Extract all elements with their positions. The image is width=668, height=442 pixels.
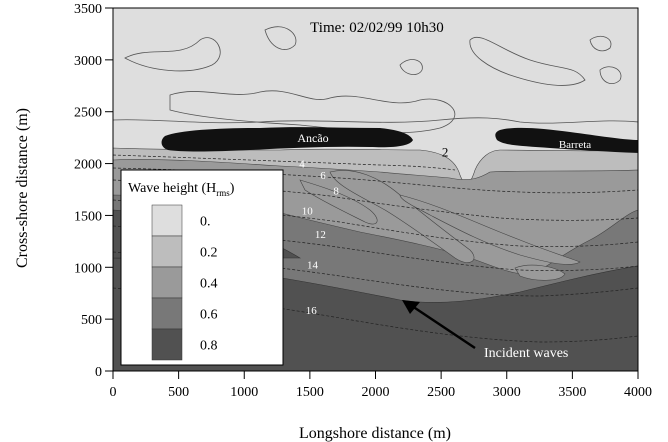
colorbar-level-label: 0.8 (200, 339, 218, 354)
y-tick-label: 0 (95, 365, 102, 380)
plume-highlight-2 (399, 194, 581, 265)
x-tick-label: 4000 (624, 385, 652, 400)
plot-area (112, 7, 639, 372)
x-tick-label: 3000 (493, 385, 521, 400)
y-tick-label: 3000 (74, 54, 102, 69)
x-axis-label: Longshore distance (m) (299, 425, 451, 442)
x-tick-label: 1500 (296, 385, 324, 400)
x-axis: 0 500 1000 1500 2000 2500 3000 3500 4000 (110, 371, 652, 400)
annotation-incident-waves: Incident waves (484, 346, 568, 361)
colorbar-title: Wave height (Hrms) (128, 181, 235, 198)
colorbar-box (120, 169, 284, 366)
island-barreta (495, 127, 638, 153)
colorbar-swatches: 0. 0.2 0.4 0.6 0.8 (151, 204, 218, 361)
y-tick-label: 1000 (74, 261, 102, 276)
plume-highlight-4 (299, 179, 378, 225)
x-tick-label: 0 (110, 385, 117, 400)
depth-contour-label: 2 (442, 144, 449, 159)
offshore-contour-lines (113, 26, 638, 134)
y-tick-label: 3500 (74, 2, 102, 17)
colorbar-level-label: 0.2 (200, 246, 218, 261)
colorbar-swatch (151, 204, 183, 237)
plume-highlight (329, 170, 475, 263)
depth-contour-label: 6 (320, 170, 326, 182)
depth-contour-label: 8 (333, 186, 339, 198)
y-tick-label: 1500 (74, 209, 102, 224)
colorbar-swatch (151, 328, 183, 361)
y-tick-label: 2500 (74, 106, 102, 121)
x-tick-label: 2500 (427, 385, 455, 400)
incident-waves-arrow (402, 300, 476, 350)
colorbar-swatch (151, 266, 183, 299)
colorbar-swatch (151, 235, 183, 268)
depth-contour-label: 4 (299, 159, 305, 171)
island-ancao (161, 127, 413, 152)
y-tick-label: 2000 (74, 158, 102, 173)
x-tick-label: 2000 (362, 385, 390, 400)
depth-contour-label: 14 (307, 259, 319, 271)
depth-contour-label: 16 (306, 305, 318, 317)
depth-contour-label: 10 (302, 205, 314, 217)
x-tick-label: 3500 (558, 385, 586, 400)
plume-highlight-3 (514, 264, 566, 281)
y-axis-label: Cross-shore distance (m) (14, 108, 31, 268)
colorbar-level-label: 0. (200, 215, 211, 230)
y-axis: 0 500 1000 1500 2000 2500 3000 3500 (74, 2, 113, 380)
depth-contour-label: 12 (315, 229, 326, 241)
x-tick-label: 500 (168, 385, 189, 400)
island-label-barreta: Barreta (559, 139, 591, 151)
chart-title: Time: 02/02/99 10h30 (310, 20, 444, 36)
colorbar-legend: Wave height (Hrms) 0. 0.2 0.4 0.6 0.8 (120, 169, 284, 366)
colorbar-level-label: 0.6 (200, 308, 218, 323)
y-tick-label: 500 (81, 313, 102, 328)
colorbar-level-label: 0.4 (200, 277, 218, 292)
island-labels: Ancão Barreta (297, 131, 591, 151)
x-tick-label: 1000 (230, 385, 258, 400)
colorbar-swatch (151, 297, 183, 330)
island-label-ancao: Ancão (297, 131, 328, 145)
